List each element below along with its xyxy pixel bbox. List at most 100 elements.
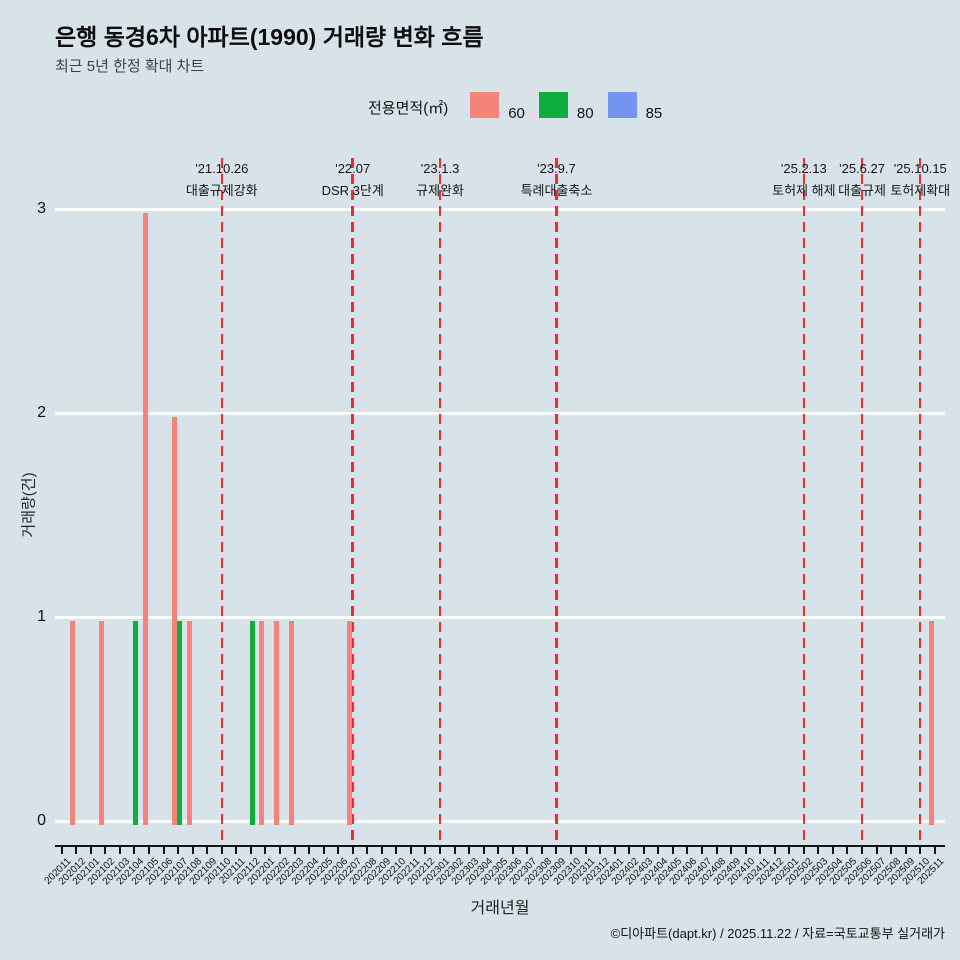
x-tick (613, 847, 616, 854)
gridline-y0 (55, 820, 945, 823)
annotation-label: 토허제확대 (890, 183, 951, 198)
annotation-label: DSR 3단계 (321, 183, 384, 198)
x-tick (104, 847, 107, 854)
x-tick (511, 847, 514, 854)
annotation-date: '25.2.13 (780, 161, 827, 176)
gridline-y1 (55, 616, 945, 619)
legend-item-label: 60 (508, 104, 525, 122)
x-tick (278, 847, 281, 854)
x-tick (628, 847, 631, 854)
x-axis-label: 거래년월 (470, 900, 530, 917)
x-tick (453, 847, 456, 854)
x-tick (133, 847, 136, 854)
annotation-line-202510 (918, 158, 922, 845)
x-tick (75, 847, 78, 854)
x-tick (337, 847, 340, 854)
x-tick (773, 847, 776, 854)
x-tick (919, 847, 922, 854)
x-tick (802, 847, 805, 854)
x-tick (759, 847, 762, 854)
annotation-label: 특례대출축소 (520, 183, 593, 198)
x-tick (861, 847, 864, 854)
x-tick (846, 847, 849, 854)
bar-80-202104 (133, 621, 139, 825)
x-tick (817, 847, 820, 854)
x-tick (482, 847, 485, 854)
annotation-label: 대출규제강화 (185, 183, 258, 198)
x-tick (686, 847, 689, 854)
legend-item-label: 80 (576, 104, 594, 122)
x-tick (249, 847, 252, 854)
chart-title: 은행 동경6차 아파트(1990) 거래량 변화 흐름 (55, 24, 484, 50)
x-axis-line (55, 845, 945, 847)
x-tick (700, 847, 703, 854)
x-tick (380, 847, 383, 854)
gridline-y3 (55, 208, 945, 211)
legend: 전용면적(㎡) 60 80 85 (368, 91, 663, 122)
legend-title: 전용면적(㎡) (368, 99, 449, 117)
bar-60-202012 (70, 621, 76, 825)
annotation-line-202309 (555, 158, 558, 845)
x-tick (409, 847, 412, 854)
annotation-label: 대출규제 (838, 183, 886, 198)
x-tick (570, 847, 572, 854)
annotation-line-202207 (351, 158, 354, 845)
x-tick (424, 847, 427, 854)
x-tick (730, 847, 733, 854)
y-tick-label: 1 (37, 608, 46, 625)
x-tick (322, 847, 325, 854)
annotation-date: '23.1.3 (420, 161, 460, 176)
annotation-line-202110 (220, 158, 224, 845)
source-credit: ©디아파트(dapt.kr) / 2025.11.22 / 자료=국토교통부 실… (610, 926, 945, 941)
bar-60-202102 (99, 621, 105, 825)
x-tick (526, 847, 529, 854)
annotation-date: '21.10.26 (195, 161, 249, 176)
x-tick (235, 847, 238, 854)
legend-swatch-60 (470, 91, 500, 118)
bar-60-202511 (928, 621, 934, 825)
annotation-date: '25.10.15 (893, 161, 947, 176)
x-tick (60, 847, 63, 854)
legend-item-label: 85 (645, 104, 663, 122)
x-tick (308, 847, 311, 854)
x-tick (788, 847, 791, 854)
annotation-line-202502 (802, 158, 806, 845)
annotation-label: 규제완화 (416, 183, 464, 198)
bar-60-202108 (186, 621, 192, 825)
x-tick (206, 847, 209, 854)
annotation-date: '22.07 (335, 161, 371, 176)
annotation-date: '25.6.27 (839, 161, 885, 176)
bar-60-202105 (143, 213, 148, 825)
gridline-y2 (55, 412, 945, 415)
x-tick (642, 847, 645, 854)
x-tick (264, 847, 267, 854)
bar-80-202112 (249, 621, 255, 825)
x-tick (555, 847, 558, 854)
bar-60-202107 (172, 417, 178, 825)
x-tick (351, 847, 354, 854)
x-tick (497, 847, 500, 854)
annotation-line-202506 (860, 158, 864, 845)
x-tick (191, 847, 194, 854)
x-tick (671, 847, 674, 854)
x-tick (904, 847, 907, 854)
bar-60-202201 (259, 621, 265, 825)
x-tick (715, 847, 718, 854)
y-tick-label: 0 (37, 812, 46, 829)
x-tick (439, 847, 442, 854)
x-tick (162, 847, 165, 854)
x-tick (540, 847, 543, 854)
x-tick (599, 847, 602, 854)
annotation-date: '23.9.7 (537, 161, 576, 176)
annotation-line-202301 (438, 158, 442, 845)
y-tick-label: 2 (37, 404, 46, 421)
y-tick-label: 3 (37, 200, 46, 217)
x-tick (148, 847, 150, 854)
x-tick (831, 847, 834, 854)
legend-swatch-80 (538, 91, 568, 118)
x-tick (657, 847, 660, 854)
bar-80-202107 (177, 621, 183, 825)
bar-60-202203 (288, 621, 294, 825)
